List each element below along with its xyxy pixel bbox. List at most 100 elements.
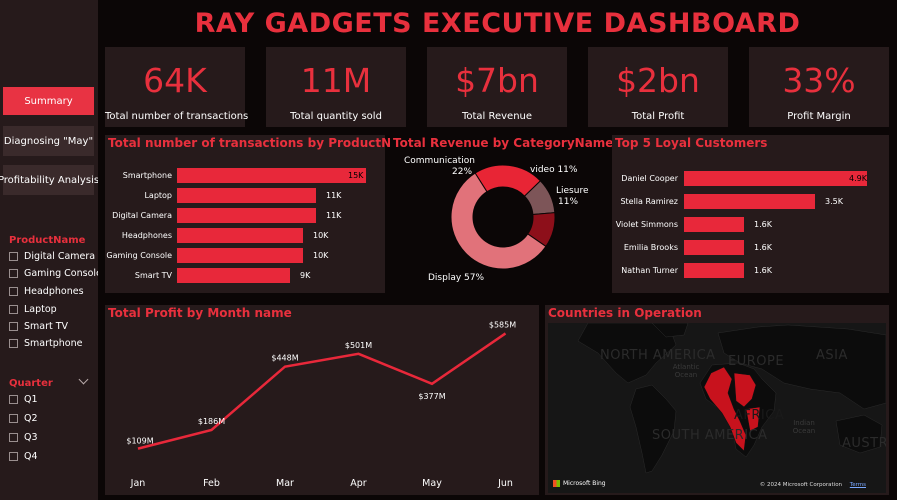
kpi-label: Total quantity sold <box>290 111 382 122</box>
checkbox-icon[interactable] <box>9 322 18 331</box>
kpi-label: Total Profit <box>631 111 685 122</box>
product-option[interactable]: Gaming Console <box>9 268 102 279</box>
kpi-card-profit-margin[interactable]: 33% Profit Margin <box>749 47 889 127</box>
kpi-value: 11M <box>300 61 372 100</box>
bar[interactable] <box>177 208 316 223</box>
bar[interactable] <box>684 194 815 209</box>
map-label: ASIA <box>816 348 848 363</box>
bar-value-label: 9K <box>300 271 311 280</box>
donut-slice-label: Liesure 11% <box>556 186 588 208</box>
revenue-by-category-chart[interactable]: Total Revenue by CategoryName Communicat… <box>390 135 613 293</box>
x-tick-label: May <box>422 478 442 489</box>
nav-summary-button[interactable]: Summary <box>3 87 94 115</box>
bar-value-label: 11K <box>326 211 342 220</box>
bar-value-label: 4.9K <box>849 174 867 183</box>
bar-value-label: 10K <box>313 231 329 240</box>
kpi-value: $7bn <box>455 61 539 100</box>
x-tick-label: Jan <box>130 478 146 489</box>
line-data-label: $109M <box>126 437 153 446</box>
donut-chart <box>450 164 556 270</box>
line-data-label: $448M <box>271 354 298 363</box>
bar-value-label: 3.5K <box>825 197 843 206</box>
donut-slice-label: Display 57% <box>428 273 485 283</box>
slice-percent: 11% <box>558 197 579 207</box>
bar-category-label: Headphones <box>121 231 172 240</box>
kpi-card-profit[interactable]: $2bn Total Profit <box>588 47 728 127</box>
countries-map-panel[interactable]: Countries in Operation NORTH AMERICA EUR… <box>545 305 889 495</box>
bar-value-label: 1.6K <box>754 243 772 252</box>
kpi-card-revenue[interactable]: $7bn Total Revenue <box>427 47 567 127</box>
line-data-label: $585M <box>489 320 516 329</box>
world-map <box>577 323 886 474</box>
bar-value-label: 11K <box>326 191 342 200</box>
slice-percent: 22% <box>452 167 473 177</box>
profit-by-month-chart[interactable]: Total Profit by Month name $109M Jan $186M… <box>105 305 539 495</box>
chart-title: Total number of transactions by ProductN… <box>108 136 420 150</box>
terms-link[interactable]: Terms <box>849 482 866 488</box>
map-label: SOUTH AMERICA <box>652 428 768 443</box>
bar-category-label: Smartphone <box>122 171 172 180</box>
top-customers-chart[interactable]: Top 5 Loyal Customers Daniel Cooper 4.9K S… <box>612 135 889 293</box>
quarter-option[interactable]: Q4 <box>9 451 38 462</box>
donut-slice-label: Communication 22% <box>404 156 475 178</box>
kpi-card-quantity[interactable]: 11M Total quantity sold <box>266 47 406 127</box>
profit-line[interactable] <box>137 332 507 450</box>
bar[interactable] <box>177 248 303 263</box>
quarter-option[interactable]: Q1 <box>9 394 38 405</box>
x-tick-label: Apr <box>350 478 367 489</box>
microsoft-logo-icon <box>553 480 560 487</box>
checkbox-icon[interactable] <box>9 305 18 314</box>
checkbox-icon[interactable] <box>9 269 18 278</box>
kpi-card-transactions[interactable]: 64K Total number of transactions <box>105 47 249 127</box>
bar[interactable] <box>684 171 867 186</box>
bar[interactable] <box>684 240 744 255</box>
checkbox-icon[interactable] <box>9 395 18 404</box>
chart-title: Total Profit by Month name <box>108 306 292 320</box>
bar-category-label: Gaming Console <box>106 251 172 260</box>
line-data-label: $501M <box>345 341 372 350</box>
product-option[interactable]: Smartphone <box>9 338 82 349</box>
bar[interactable] <box>177 168 366 183</box>
x-tick-label: Jun <box>497 478 513 489</box>
product-option[interactable]: Smart TV <box>9 321 68 332</box>
quarter-option[interactable]: Q2 <box>9 413 38 424</box>
bar[interactable] <box>177 228 303 243</box>
checkbox-icon[interactable] <box>9 252 18 261</box>
checkbox-icon[interactable] <box>9 414 18 423</box>
line-data-label: $186M <box>198 417 225 426</box>
chevron-down-icon[interactable] <box>78 374 89 385</box>
slice-name: Communication <box>404 156 475 166</box>
bar-category-label: Digital Camera <box>112 211 172 220</box>
quarter-option[interactable]: Q3 <box>9 432 38 443</box>
checkbox-icon[interactable] <box>9 287 18 296</box>
checkbox-icon[interactable] <box>9 452 18 461</box>
sidebar: Summary Diagnosing "May" Profitability A… <box>0 0 102 500</box>
bar[interactable] <box>177 188 316 203</box>
bar[interactable] <box>684 263 744 278</box>
kpi-label: Total number of transactions <box>105 111 249 122</box>
line-data-label: $377M <box>418 392 445 401</box>
transactions-by-product-chart[interactable]: Total number of transactions by ProductN… <box>105 135 420 293</box>
bar[interactable] <box>177 268 290 283</box>
nav-profitability-analysis-button[interactable]: Profitability Analysis <box>0 165 99 195</box>
product-option[interactable]: Digital Camera <box>9 251 95 262</box>
product-option[interactable]: Laptop <box>9 304 57 315</box>
product-option[interactable]: Headphones <box>9 286 84 297</box>
chart-title: Top 5 Loyal Customers <box>615 136 768 150</box>
donut-slice[interactable] <box>450 172 547 270</box>
ocean-label: Indian Ocean <box>792 419 816 435</box>
kpi-label: Profit Margin <box>787 111 851 122</box>
nav-diagnosing-may-button[interactable]: Diagnosing "May" <box>3 126 94 156</box>
bar-value-label: 15K <box>348 171 364 180</box>
checkbox-icon[interactable] <box>9 433 18 442</box>
product-slicer-title: ProductName <box>9 235 86 246</box>
donut-slice-label: video 11% <box>530 165 578 175</box>
map-canvas[interactable]: NORTH AMERICA EUROPE ASIA SOUTH AMERICA … <box>548 323 886 493</box>
bar-category-label: Smart TV <box>134 271 172 280</box>
bar-category-label: Laptop <box>144 191 172 200</box>
checkbox-icon[interactable] <box>9 339 18 348</box>
map-label: NORTH AMERICA <box>600 348 716 363</box>
bing-logo: Microsoft Bing <box>553 480 606 487</box>
bar[interactable] <box>684 217 744 232</box>
kpi-value: $2bn <box>616 61 700 100</box>
